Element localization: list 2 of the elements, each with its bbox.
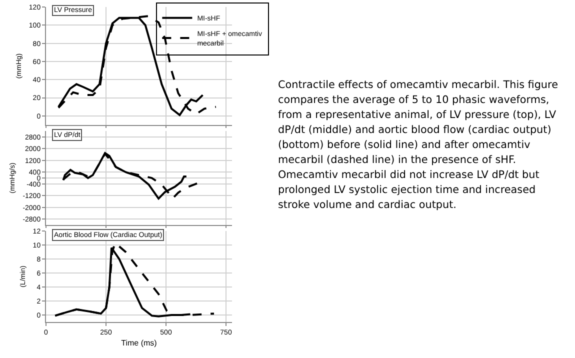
x-axis-title: Time (ms) bbox=[121, 338, 158, 348]
text: Contractile effects of omecamtiv mecarbil. This figure compares the average of 5 to 10 phasic waveforms, from a representative animal, of LV pressure (top), LV dP/dt (middle) and aortic blood flow (cardiac output) (bottom) before (solid line) and after omecamtiv mecarbil (dashed line) in the presence of sHF. Omecamtiv mecarbil did not increase LV dP/dt but prolonged LV systolic ejection time and increased stroke volume and cardiac output. bbox=[278, 79, 558, 211]
